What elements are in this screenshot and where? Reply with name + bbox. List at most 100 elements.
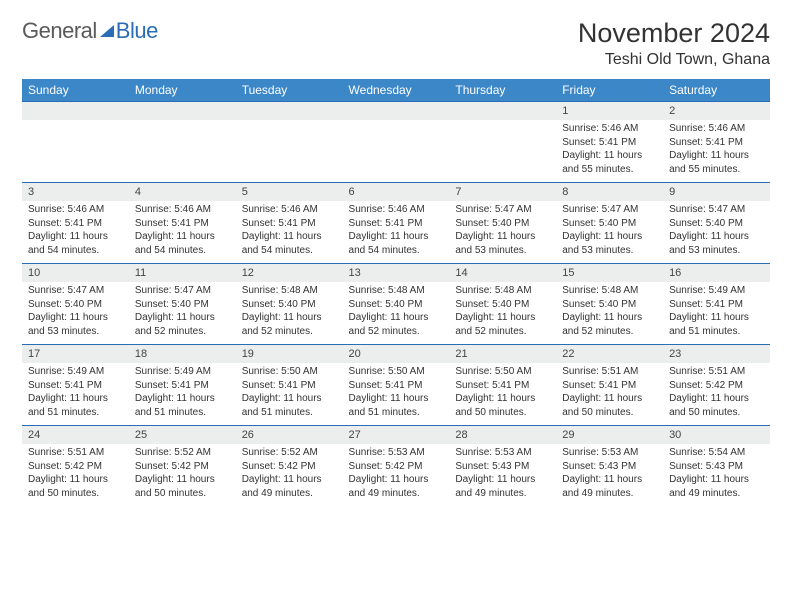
daylight-text: Daylight: 11 hours and 51 minutes. <box>28 392 123 419</box>
calendar-day-cell <box>22 102 129 183</box>
calendar-day-cell: 5Sunrise: 5:46 AMSunset: 5:41 PMDaylight… <box>236 183 343 264</box>
calendar-day-cell: 9Sunrise: 5:47 AMSunset: 5:40 PMDaylight… <box>663 183 770 264</box>
calendar-week-row: 1Sunrise: 5:46 AMSunset: 5:41 PMDaylight… <box>22 102 770 183</box>
sunset-text: Sunset: 5:40 PM <box>28 298 123 312</box>
daylight-text: Daylight: 11 hours and 51 minutes. <box>349 392 444 419</box>
sunrise-text: Sunrise: 5:47 AM <box>562 203 657 217</box>
day-details: Sunrise: 5:51 AMSunset: 5:42 PMDaylight:… <box>663 363 770 419</box>
calendar-day-cell: 2Sunrise: 5:46 AMSunset: 5:41 PMDaylight… <box>663 102 770 183</box>
sunrise-text: Sunrise: 5:47 AM <box>28 284 123 298</box>
sunrise-text: Sunrise: 5:50 AM <box>349 365 444 379</box>
day-number: 16 <box>663 264 770 282</box>
calendar-day-cell: 29Sunrise: 5:53 AMSunset: 5:43 PMDayligh… <box>556 426 663 507</box>
daylight-text: Daylight: 11 hours and 50 minutes. <box>562 392 657 419</box>
sunrise-text: Sunrise: 5:48 AM <box>242 284 337 298</box>
daylight-text: Daylight: 11 hours and 49 minutes. <box>242 473 337 500</box>
calendar-day-cell: 15Sunrise: 5:48 AMSunset: 5:40 PMDayligh… <box>556 264 663 345</box>
day-number: 13 <box>343 264 450 282</box>
daylight-text: Daylight: 11 hours and 53 minutes. <box>669 230 764 257</box>
sunset-text: Sunset: 5:41 PM <box>28 379 123 393</box>
day-number: 3 <box>22 183 129 201</box>
sunset-text: Sunset: 5:41 PM <box>28 217 123 231</box>
day-number: 11 <box>129 264 236 282</box>
day-number: 9 <box>663 183 770 201</box>
sunset-text: Sunset: 5:43 PM <box>562 460 657 474</box>
day-number: 20 <box>343 345 450 363</box>
day-details: Sunrise: 5:46 AMSunset: 5:41 PMDaylight:… <box>22 201 129 257</box>
calendar-day-cell: 26Sunrise: 5:52 AMSunset: 5:42 PMDayligh… <box>236 426 343 507</box>
calendar-day-cell: 20Sunrise: 5:50 AMSunset: 5:41 PMDayligh… <box>343 345 450 426</box>
sunrise-text: Sunrise: 5:46 AM <box>669 122 764 136</box>
calendar-day-cell: 13Sunrise: 5:48 AMSunset: 5:40 PMDayligh… <box>343 264 450 345</box>
sunset-text: Sunset: 5:41 PM <box>562 379 657 393</box>
daylight-text: Daylight: 11 hours and 50 minutes. <box>455 392 550 419</box>
daylight-text: Daylight: 11 hours and 51 minutes. <box>669 311 764 338</box>
day-details: Sunrise: 5:53 AMSunset: 5:42 PMDaylight:… <box>343 444 450 500</box>
day-header-row: Sunday Monday Tuesday Wednesday Thursday… <box>22 79 770 102</box>
sunset-text: Sunset: 5:41 PM <box>349 217 444 231</box>
calendar-week-row: 3Sunrise: 5:46 AMSunset: 5:41 PMDaylight… <box>22 183 770 264</box>
day-details: Sunrise: 5:50 AMSunset: 5:41 PMDaylight:… <box>449 363 556 419</box>
sunset-text: Sunset: 5:41 PM <box>669 298 764 312</box>
day-number: 5 <box>236 183 343 201</box>
daylight-text: Daylight: 11 hours and 52 minutes. <box>562 311 657 338</box>
sunset-text: Sunset: 5:40 PM <box>455 298 550 312</box>
calendar-day-cell: 6Sunrise: 5:46 AMSunset: 5:41 PMDaylight… <box>343 183 450 264</box>
day-number: 19 <box>236 345 343 363</box>
daylight-text: Daylight: 11 hours and 54 minutes. <box>135 230 230 257</box>
calendar-day-cell <box>449 102 556 183</box>
sunrise-text: Sunrise: 5:52 AM <box>135 446 230 460</box>
sunrise-text: Sunrise: 5:46 AM <box>135 203 230 217</box>
day-details: Sunrise: 5:52 AMSunset: 5:42 PMDaylight:… <box>236 444 343 500</box>
day-number: 8 <box>556 183 663 201</box>
day-details: Sunrise: 5:46 AMSunset: 5:41 PMDaylight:… <box>129 201 236 257</box>
sunset-text: Sunset: 5:41 PM <box>349 379 444 393</box>
sunset-text: Sunset: 5:40 PM <box>562 217 657 231</box>
sunset-text: Sunset: 5:43 PM <box>455 460 550 474</box>
logo-triangle-icon <box>100 25 114 37</box>
sunrise-text: Sunrise: 5:46 AM <box>349 203 444 217</box>
sunrise-text: Sunrise: 5:53 AM <box>349 446 444 460</box>
daylight-text: Daylight: 11 hours and 54 minutes. <box>28 230 123 257</box>
sunrise-text: Sunrise: 5:50 AM <box>242 365 337 379</box>
sunrise-text: Sunrise: 5:50 AM <box>455 365 550 379</box>
day-number <box>343 102 450 120</box>
sunset-text: Sunset: 5:40 PM <box>562 298 657 312</box>
day-details: Sunrise: 5:47 AMSunset: 5:40 PMDaylight:… <box>22 282 129 338</box>
sunrise-text: Sunrise: 5:51 AM <box>562 365 657 379</box>
sunset-text: Sunset: 5:43 PM <box>669 460 764 474</box>
calendar-day-cell: 24Sunrise: 5:51 AMSunset: 5:42 PMDayligh… <box>22 426 129 507</box>
daylight-text: Daylight: 11 hours and 49 minutes. <box>562 473 657 500</box>
day-details: Sunrise: 5:48 AMSunset: 5:40 PMDaylight:… <box>556 282 663 338</box>
day-details: Sunrise: 5:52 AMSunset: 5:42 PMDaylight:… <box>129 444 236 500</box>
day-number: 21 <box>449 345 556 363</box>
sunrise-text: Sunrise: 5:51 AM <box>669 365 764 379</box>
calendar-day-cell: 18Sunrise: 5:49 AMSunset: 5:41 PMDayligh… <box>129 345 236 426</box>
sunset-text: Sunset: 5:40 PM <box>455 217 550 231</box>
page-header: General Blue November 2024 Teshi Old Tow… <box>22 18 770 69</box>
day-details: Sunrise: 5:46 AMSunset: 5:41 PMDaylight:… <box>236 201 343 257</box>
sunrise-text: Sunrise: 5:47 AM <box>135 284 230 298</box>
day-number: 10 <box>22 264 129 282</box>
day-details: Sunrise: 5:50 AMSunset: 5:41 PMDaylight:… <box>343 363 450 419</box>
day-number: 22 <box>556 345 663 363</box>
day-number <box>22 102 129 120</box>
daylight-text: Daylight: 11 hours and 50 minutes. <box>28 473 123 500</box>
sunset-text: Sunset: 5:41 PM <box>135 379 230 393</box>
calendar-day-cell: 1Sunrise: 5:46 AMSunset: 5:41 PMDaylight… <box>556 102 663 183</box>
calendar-day-cell: 4Sunrise: 5:46 AMSunset: 5:41 PMDaylight… <box>129 183 236 264</box>
sunrise-text: Sunrise: 5:48 AM <box>562 284 657 298</box>
calendar-week-row: 24Sunrise: 5:51 AMSunset: 5:42 PMDayligh… <box>22 426 770 507</box>
sunrise-text: Sunrise: 5:49 AM <box>669 284 764 298</box>
sunset-text: Sunset: 5:42 PM <box>135 460 230 474</box>
daylight-text: Daylight: 11 hours and 52 minutes. <box>242 311 337 338</box>
daylight-text: Daylight: 11 hours and 50 minutes. <box>669 392 764 419</box>
day-number <box>236 102 343 120</box>
day-number: 1 <box>556 102 663 120</box>
day-details: Sunrise: 5:48 AMSunset: 5:40 PMDaylight:… <box>449 282 556 338</box>
day-details: Sunrise: 5:51 AMSunset: 5:42 PMDaylight:… <box>22 444 129 500</box>
daylight-text: Daylight: 11 hours and 49 minutes. <box>455 473 550 500</box>
daylight-text: Daylight: 11 hours and 53 minutes. <box>562 230 657 257</box>
sunrise-text: Sunrise: 5:52 AM <box>242 446 337 460</box>
sunset-text: Sunset: 5:42 PM <box>669 379 764 393</box>
